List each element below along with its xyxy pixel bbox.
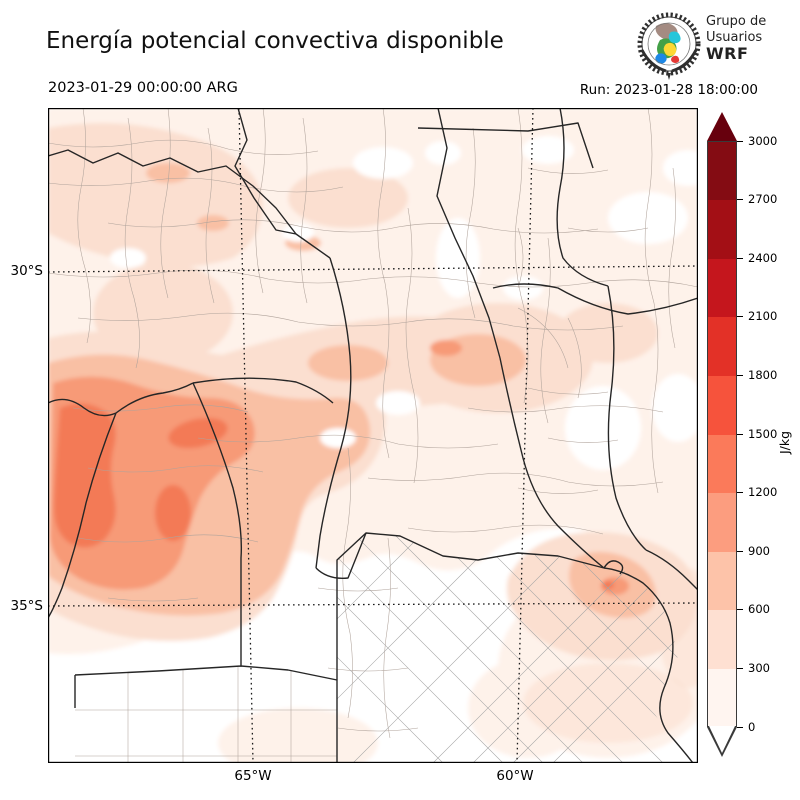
map-border (48, 108, 698, 763)
colorbar-tick (737, 374, 743, 377)
border-cordoba-west (115, 382, 242, 559)
map-canvas (47, 107, 699, 764)
la-pampa-department-grid (75, 666, 337, 763)
colorbar-tick (737, 316, 743, 318)
colorbar-tick-label: 3000 (748, 133, 778, 148)
border-chaco-west (436, 108, 501, 359)
border-san-luis-west (48, 398, 117, 619)
colorbar-tick (737, 257, 743, 259)
cape-shading-layer (48, 108, 698, 763)
lon-label-60w: 60°W (496, 768, 534, 784)
colorbar: 3000 2700 2400 2100 1800 1500 1200 900 600 300 0 J… (707, 112, 800, 772)
border-la-pampa (74, 558, 338, 708)
colorbar-over-arrow (707, 112, 737, 141)
colorbar-segment-2700-3000 (707, 141, 737, 201)
graticule-65w (238, 107, 254, 764)
graticule-30s (47, 265, 699, 273)
border-corrientes-south (492, 283, 698, 315)
colorbar-tick-label: 1500 (748, 426, 778, 441)
colorbar-tick-label: 300 (748, 660, 770, 675)
colorbar-segment-600-900 (707, 551, 737, 611)
colorbar-tick (737, 492, 743, 494)
wrf-users-logo: Grupo de Usuarios WRF (636, 10, 796, 82)
graticule-35s (47, 602, 699, 607)
colorbar-tick-label: 900 (748, 543, 770, 558)
colorbar-under-arrow-fill (708, 726, 735, 753)
border-salta (48, 149, 331, 259)
colorbar-tick (737, 433, 743, 435)
colorbar-tick (737, 550, 743, 552)
colorbar-tick-label: 1200 (748, 485, 778, 500)
border-jujuy (234, 108, 297, 235)
graticule-lines (47, 107, 699, 764)
colorbar-segment-1800-2100 (707, 316, 737, 377)
border-cordoba-north (192, 377, 334, 404)
colorbar-tick-label: 1800 (748, 367, 778, 382)
lon-label-65w: 65°W (234, 768, 272, 784)
colorbar-segment-1200-1500 (707, 434, 737, 494)
border-formosa (417, 122, 594, 169)
logo-line-1: Grupo de (706, 14, 767, 29)
valid-time-label: 2023-01-29 00:00:00 ARG (48, 80, 238, 96)
logo-line-3: WRF (706, 44, 749, 63)
colorbar-segment-2100-2400 (707, 258, 737, 318)
border-buenos-aires (336, 532, 605, 763)
colorbar-segment-300-600 (707, 609, 737, 670)
map-frame (47, 107, 699, 764)
colorbar-tick (737, 199, 743, 201)
colorbar-segment-1500-1800 (707, 375, 737, 435)
colorbar-segment-0-300 (707, 668, 737, 728)
lat-label-35s: 35°S (10, 598, 44, 614)
border-cordoba-southeast (315, 532, 367, 579)
colorbar-segment-2400-2700 (707, 199, 737, 259)
colorbar-tick-label: 2100 (748, 309, 778, 324)
cape-fill-1200-1500 (54, 403, 614, 589)
lat-label-30s: 30°S (10, 263, 44, 279)
logo-line-2: Usuarios (706, 30, 763, 45)
colorbar-tick-label: 600 (748, 602, 770, 617)
border-corrientes-east (556, 108, 609, 287)
colorbar-segment-900-1200 (707, 492, 737, 552)
buenos-aires-partido-grid (337, 533, 693, 763)
border-uruguay-river (607, 285, 647, 551)
colorbar-tick-label: 2400 (748, 250, 778, 265)
colorbar-tick-label: 0 (748, 719, 756, 734)
graticule-60w (516, 107, 534, 764)
logo-text: Grupo de Usuarios WRF (706, 14, 766, 62)
border-santiago-west (315, 257, 352, 569)
colorbar-tick (737, 609, 743, 611)
run-time-label: Run: 2023-01-28 18:00:00 (579, 82, 758, 98)
colorbar-unit-label: J/kg (777, 430, 792, 454)
border-parana-river (499, 357, 605, 569)
colorbar-tick-label: 2700 (748, 192, 778, 207)
figure-title: Energía potencial convectiva disponible (46, 28, 504, 54)
colorbar-tick (737, 726, 743, 728)
globe-seal-icon (637, 12, 701, 80)
colorbar-tick (737, 140, 743, 142)
colorbar-tick (737, 667, 743, 670)
border-rio-de-la-plata (603, 549, 698, 763)
department-borders (48, 108, 698, 739)
province-borders (48, 108, 698, 763)
